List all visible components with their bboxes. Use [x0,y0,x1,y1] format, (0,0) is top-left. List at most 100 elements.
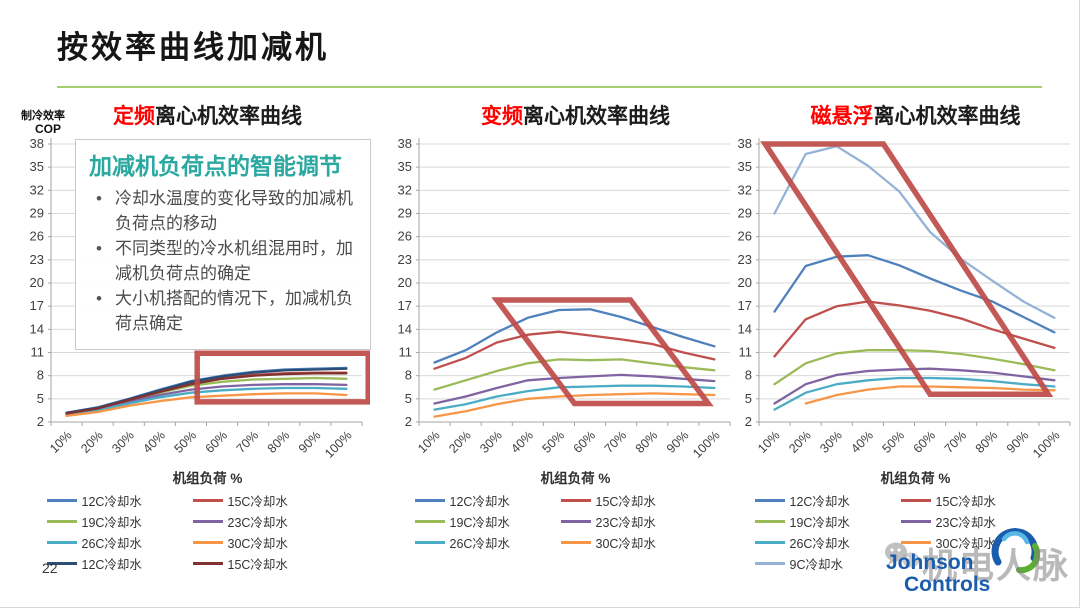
legend-item: 26C冷却水 [414,533,561,552]
chart-title-highlight: 磁悬浮 [810,105,874,128]
legend-label: 15C冷却水 [935,495,996,509]
johnson-controls-logo-mark [991,528,1041,574]
y-tick-label: 29 [30,206,44,221]
y-axis-label-line1: 制冷效率 [21,110,65,122]
legend-item: 19C冷却水 [414,512,561,531]
legend-swatch [900,499,931,502]
legend: 12C冷却水 15C冷却水 19C冷却水 23C冷却水 26C冷却水 30C冷却水 9C冷却… [754,491,1047,573]
y-tick-label: 14 [398,321,412,336]
y-tick-label: 8 [405,368,412,383]
y-tick-label: 17 [738,298,752,313]
legend-item: 30C冷却水 [900,533,1047,552]
page-title: 按效率曲线加减机 [57,30,329,65]
legend-label: 9C冷却水 [789,558,843,572]
y-tick-label: 29 [738,206,752,221]
x-tick-label: 20% [78,428,106,456]
legend-swatch [46,499,77,502]
page-number: 22 [42,560,58,576]
overlay-bullets: 冷却水温度的变化导致的加减机负荷点的移动不同类型的冷水机组混用时，加减机负荷点的… [76,187,370,337]
x-tick-label: 90% [664,428,692,456]
legend-label: 12C冷却水 [81,495,142,509]
series-line-15C冷却水 [65,372,348,415]
legend-item: 15C冷却水 [560,491,707,510]
y-tick-label: 14 [30,321,44,336]
legend-swatch [46,562,77,565]
legend-item: 26C冷却水 [46,533,193,552]
legend-label: 19C冷却水 [449,516,510,530]
chart-title-rest: 离心机效率曲线 [873,105,1021,128]
series-line-30C冷却水 [433,392,716,418]
y-tick-label: 20 [398,275,412,290]
y-tick-label: 32 [30,182,44,197]
chart-title-rest: 离心机效率曲线 [523,105,670,128]
legend-item: 15C冷却水 [900,491,1047,510]
y-tick-label: 2 [745,414,752,429]
legend-swatch [560,499,591,502]
y-tick-label: 23 [30,252,44,267]
legend-swatch [754,562,785,565]
y-tick-label: 32 [398,182,412,197]
legend-item: 15C冷却水 [192,554,339,573]
watermark-text: 机电人脉 [922,547,1071,586]
legend-label: 15C冷却水 [227,495,288,509]
legend-item: 30C冷却水 [560,533,707,552]
series-line-12C冷却水 [773,254,1056,334]
series-line-23C冷却水 [433,373,716,405]
series-line-23C冷却水 [65,383,348,416]
y-tick-label: 5 [37,391,44,406]
johnson-controls-wordmark: Johnson Controls [886,551,990,596]
y-tick-label: 17 [30,298,44,313]
legend-label: 19C冷却水 [789,516,850,530]
legend-item: 15C冷却水 [192,491,339,510]
chart-panel-magnetic-levitation: 磁悬浮离心机效率曲线 2 5 8 11 14 17 20 23 26 29 32 35 38 10% 20%… [723,104,1078,573]
x-tick-label: 30% [477,428,505,456]
legend-swatch [754,499,785,502]
y-tick-label: 26 [738,229,752,244]
x-tick-label: 40% [508,428,536,456]
y-tick-label: 2 [405,414,412,429]
series-line-19C冷却水 [773,349,1056,386]
overlay-bullet: 大小机搭配的情况下，加减机负荷点确定 [89,287,360,337]
legend-swatch [754,520,785,523]
legend-label: 19C冷却水 [81,516,142,530]
x-tick-label: 50% [171,428,199,456]
series-line-9C冷却水 [773,145,1056,319]
x-tick-label: 80% [973,428,1001,456]
overlay-note: 加减机负荷点的智能调节 冷却水温度的变化导致的加减机负荷点的移动不同类型的冷水机… [75,139,371,350]
x-tick-label: 100% [690,428,723,461]
overlay-bullet: 不同类型的冷水机组混用时，加减机负荷点的确定 [89,237,360,287]
legend-swatch [900,520,931,523]
y-tick-label: 2 [37,414,44,429]
x-tick-label: 80% [265,428,293,456]
legend-label: 23C冷却水 [227,516,288,530]
chart-title-highlight: 定频 [113,105,155,128]
x-tick-label: 90% [1004,428,1032,456]
x-tick-label: 70% [602,428,630,456]
legend-swatch [414,520,445,523]
x-axis-title: 机组负荷 % [172,471,243,486]
x-tick-label: 60% [571,428,599,456]
chart-svg: 2 5 8 11 14 17 20 23 26 29 32 35 38 10% 20% 30% 40% 50% 60… [738,136,1071,461]
title-underline [57,86,1042,88]
y-tick-label: 32 [738,182,752,197]
y-tick-label: 17 [398,298,412,313]
chart-svg: 2 5 8 11 14 17 20 23 26 29 32 35 38 10% 20% 30% 40% 50% 60… [398,136,731,461]
y-tick-label: 35 [738,159,752,174]
y-tick-label: 23 [398,252,412,267]
overlay-bullet: 冷却水温度的变化导致的加减机负荷点的移动 [89,187,360,237]
legend-swatch [46,520,77,523]
y-axis-label: 制冷效率 COP [21,110,65,136]
y-tick-label: 5 [405,391,412,406]
legend-item: 23C冷却水 [560,512,707,531]
legend-swatch [414,499,445,502]
legend-label: 30C冷却水 [595,537,656,551]
y-tick-label: 8 [745,368,752,383]
y-tick-label: 20 [738,275,752,290]
y-tick-label: 14 [738,321,752,336]
legend-swatch [192,562,223,565]
y-tick-label: 38 [738,136,752,151]
y-tick-label: 5 [745,391,752,406]
chart-title: 变频离心机效率曲线 [383,104,738,132]
x-tick-label: 60% [203,428,231,456]
